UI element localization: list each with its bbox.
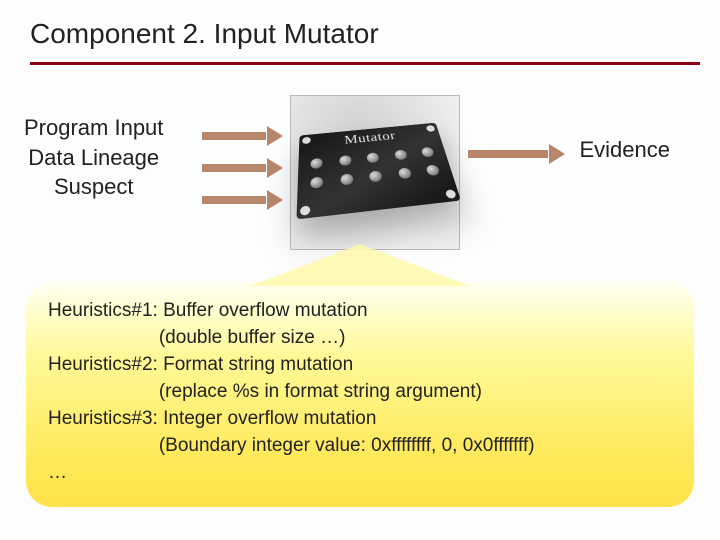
output-label-evidence: Evidence <box>579 137 670 163</box>
heuristic-line: (replace %s in format string argument) <box>48 379 672 406</box>
arrow-in-2 <box>202 161 282 175</box>
heuristic-line: … <box>48 460 672 487</box>
heuristic-line: (double buffer size …) <box>48 325 672 352</box>
device-body: Mutator <box>296 123 461 220</box>
heuristic-line: Heuristics#3: Integer overflow mutation <box>48 406 672 433</box>
input-label-suspect: Suspect <box>24 172 163 202</box>
arrow-in-3 <box>202 193 282 207</box>
callout-beam <box>250 244 470 286</box>
arrow-out <box>468 147 564 161</box>
heuristic-line: Heuristics#1: Buffer overflow mutation <box>48 298 672 325</box>
page-title: Component 2. Input Mutator <box>30 18 690 58</box>
input-labels: Program Input Data Lineage Suspect <box>24 113 163 202</box>
input-label-program-input: Program Input <box>24 113 163 143</box>
heuristics-callout: Heuristics#1: Buffer overflow mutation (… <box>26 282 694 507</box>
mutator-device-image: Mutator <box>290 95 460 250</box>
heuristic-line: Heuristics#2: Format string mutation <box>48 352 672 379</box>
input-label-data-lineage: Data Lineage <box>24 143 163 173</box>
arrow-in-1 <box>202 129 282 143</box>
heuristic-line: (Boundary integer value: 0xffffffff, 0, … <box>48 433 672 460</box>
